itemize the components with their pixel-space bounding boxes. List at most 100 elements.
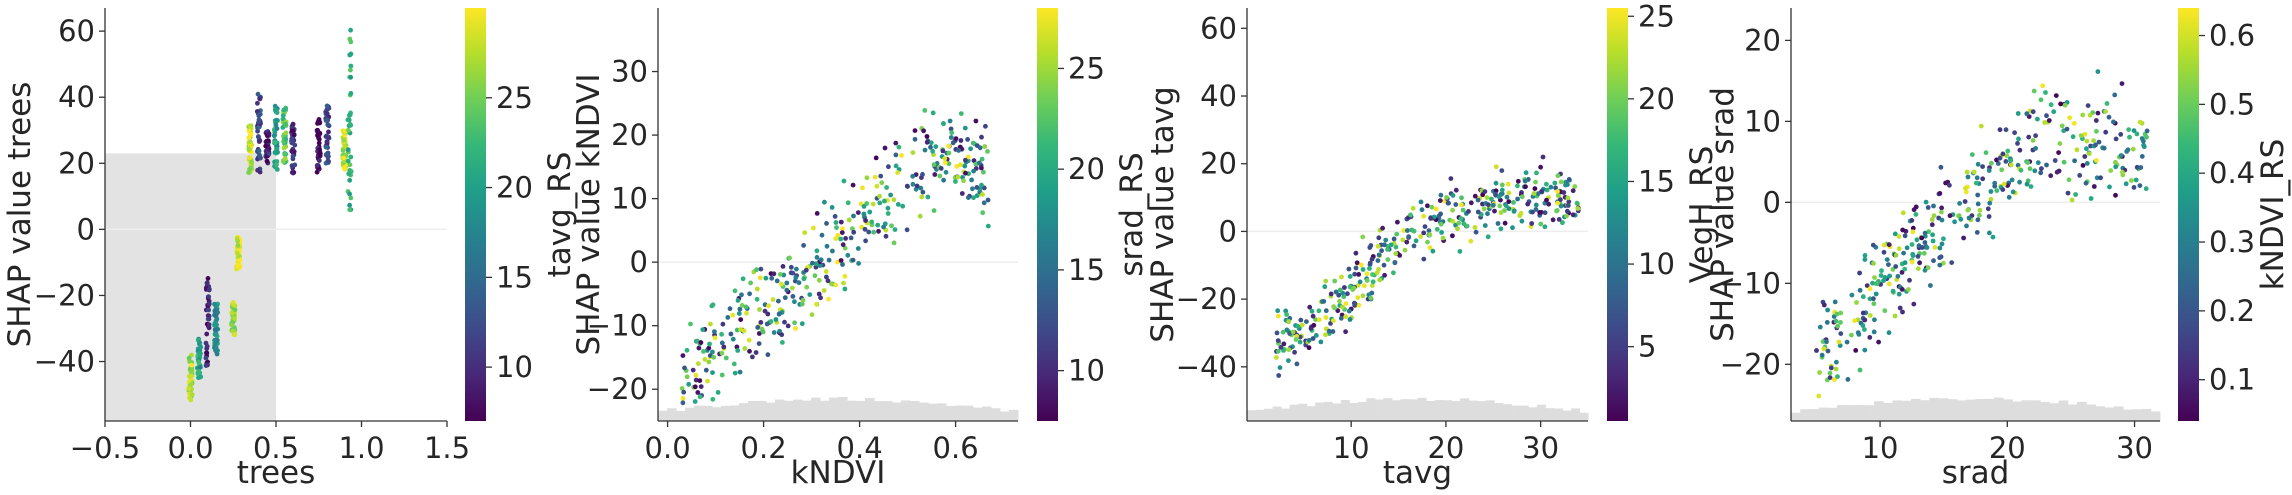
point bbox=[949, 130, 955, 136]
point bbox=[2003, 127, 2009, 133]
point bbox=[1857, 270, 1862, 276]
point bbox=[1284, 312, 1289, 317]
point bbox=[711, 354, 717, 360]
point bbox=[1342, 285, 1347, 290]
point bbox=[2035, 116, 2040, 122]
histogram-bar bbox=[2113, 406, 2124, 421]
point bbox=[1827, 375, 1833, 380]
point bbox=[1418, 199, 1424, 205]
point bbox=[206, 294, 212, 299]
point bbox=[2074, 147, 2080, 153]
point bbox=[2096, 139, 2102, 145]
y-tick-label: −20 bbox=[1176, 282, 1237, 316]
point bbox=[1964, 169, 1970, 175]
scatter-points bbox=[679, 108, 991, 406]
point bbox=[1929, 217, 1935, 222]
point bbox=[1939, 205, 1944, 211]
point bbox=[971, 195, 976, 201]
point bbox=[2141, 144, 2147, 150]
point bbox=[1404, 239, 1410, 245]
point bbox=[2134, 164, 2140, 170]
point bbox=[1952, 219, 1957, 225]
point bbox=[246, 135, 252, 141]
x-tick-label: 1.0 bbox=[338, 431, 384, 465]
point bbox=[891, 240, 897, 246]
histogram-bar bbox=[2104, 407, 2115, 421]
point bbox=[802, 230, 808, 236]
point bbox=[1862, 317, 1868, 323]
point bbox=[873, 155, 879, 161]
point bbox=[1961, 235, 1966, 241]
point bbox=[757, 275, 763, 281]
point bbox=[2093, 142, 2098, 148]
point bbox=[1360, 267, 1366, 272]
point bbox=[804, 284, 810, 290]
point bbox=[206, 301, 212, 307]
histogram-bar bbox=[2049, 403, 2060, 421]
point bbox=[266, 151, 272, 157]
point bbox=[1832, 377, 1837, 382]
point bbox=[2123, 181, 2129, 187]
point bbox=[291, 132, 297, 138]
point bbox=[1963, 189, 1969, 195]
point bbox=[246, 128, 252, 134]
point bbox=[1453, 202, 1459, 207]
histogram-bar bbox=[658, 410, 668, 421]
point bbox=[290, 121, 296, 127]
point bbox=[904, 183, 910, 189]
point bbox=[776, 298, 781, 304]
point bbox=[958, 162, 963, 168]
point bbox=[1493, 191, 1498, 197]
point bbox=[283, 136, 289, 142]
point bbox=[813, 261, 819, 267]
point bbox=[1834, 359, 1839, 365]
point bbox=[801, 276, 807, 282]
point bbox=[696, 345, 702, 351]
y-tick-label: 20 bbox=[1744, 23, 1781, 57]
point bbox=[1896, 234, 1902, 239]
point bbox=[838, 219, 844, 225]
point bbox=[734, 344, 740, 350]
point bbox=[2118, 132, 2124, 137]
histogram-bar bbox=[910, 401, 920, 421]
point bbox=[824, 221, 829, 226]
point bbox=[1340, 304, 1345, 310]
point bbox=[1328, 291, 1334, 297]
point bbox=[2012, 130, 2017, 136]
point bbox=[1292, 349, 1297, 355]
point bbox=[1900, 227, 1906, 233]
point bbox=[1939, 241, 1945, 247]
point bbox=[1380, 225, 1385, 231]
x-tick-label: 0.5 bbox=[253, 431, 299, 465]
point bbox=[1311, 322, 1317, 328]
point bbox=[266, 138, 271, 144]
histogram-bar bbox=[1494, 403, 1504, 421]
y-tick-label: −20 bbox=[1720, 347, 1781, 381]
point bbox=[1913, 212, 1919, 217]
histogram-bar bbox=[1426, 400, 1436, 421]
point bbox=[289, 170, 295, 175]
histogram-bar bbox=[1400, 399, 1410, 421]
point bbox=[2095, 110, 2101, 116]
point bbox=[1938, 254, 1944, 260]
point bbox=[1980, 164, 1985, 170]
point bbox=[1825, 348, 1831, 354]
point bbox=[1932, 245, 1938, 250]
point bbox=[1331, 304, 1337, 310]
point bbox=[2030, 109, 2036, 115]
x-tick-label: 10 bbox=[1333, 431, 1370, 465]
point bbox=[272, 129, 278, 135]
point bbox=[198, 344, 204, 350]
point bbox=[1450, 233, 1455, 239]
point bbox=[2133, 177, 2139, 183]
point bbox=[2065, 190, 2071, 196]
point bbox=[1306, 345, 1312, 351]
point bbox=[739, 303, 745, 308]
point bbox=[869, 219, 875, 225]
point bbox=[1367, 266, 1372, 271]
point bbox=[325, 122, 331, 127]
point bbox=[2048, 173, 2054, 179]
point bbox=[1413, 238, 1419, 244]
point bbox=[1938, 164, 1944, 170]
histogram-bar bbox=[1827, 407, 1838, 421]
